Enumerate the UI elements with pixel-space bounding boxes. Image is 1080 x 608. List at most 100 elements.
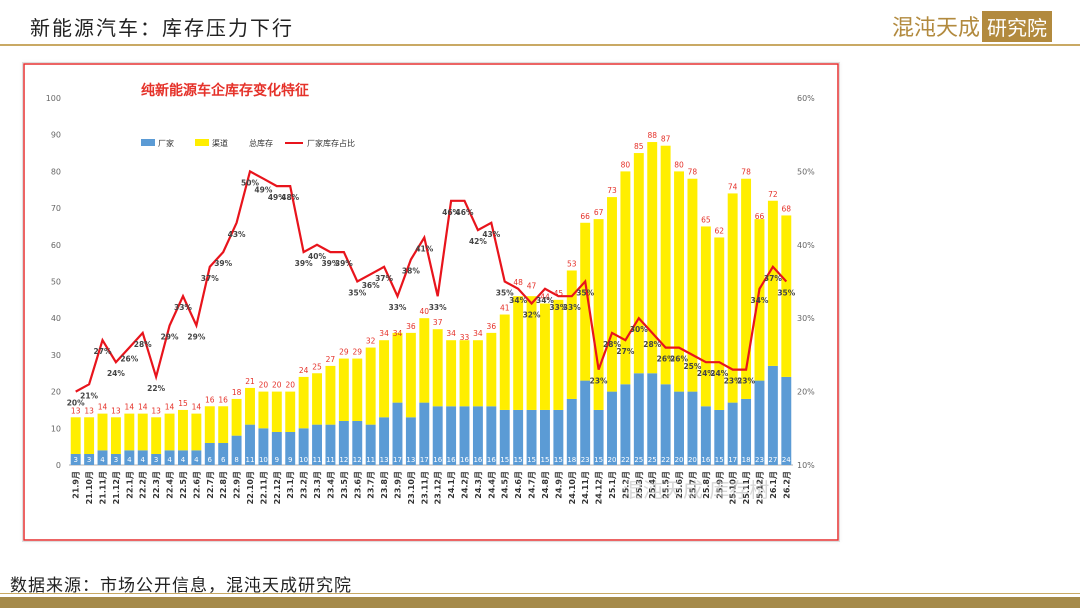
factory-bar (84, 453, 95, 465)
channel-bar (352, 358, 363, 421)
factory-bar (245, 424, 255, 465)
factory-value-label: 3 (154, 456, 158, 464)
total-value-label: 40 (420, 307, 430, 316)
factory-value-label: 12 (339, 456, 348, 464)
factory-value-label: 20 (608, 456, 617, 464)
legend-label: 渠道 (212, 138, 228, 148)
factory-bar (741, 398, 752, 465)
factory-bar (97, 450, 108, 465)
factory-bar (620, 384, 631, 465)
total-value-label: 47 (527, 282, 537, 291)
factory-bar (593, 409, 604, 465)
x-tick-label: 24.12月 (595, 471, 604, 504)
x-tick-label: 26.1月 (769, 471, 778, 499)
ratio-value-label: 37% (201, 274, 219, 283)
channel-bar (379, 340, 390, 418)
x-tick-label: 23.1月 (286, 471, 295, 499)
channel-bar (191, 413, 202, 451)
total-value-label: 87 (661, 135, 671, 144)
channel-bar (459, 340, 470, 407)
y2-tick-label: 30% (797, 314, 815, 323)
ratio-value-label: 49% (254, 186, 272, 195)
channel-bar (700, 226, 711, 407)
factory-value-label: 22 (621, 456, 630, 464)
ratio-value-label: 46% (456, 208, 474, 217)
legend-swatch (141, 139, 155, 146)
channel-bar (754, 219, 765, 381)
channel-bar (620, 171, 631, 385)
factory-value-label: 10 (299, 456, 308, 464)
channel-bar (580, 222, 591, 381)
factory-value-label: 11 (313, 456, 322, 464)
factory-bar (553, 409, 564, 465)
ratio-value-label: 21% (80, 391, 98, 400)
total-value-label: 74 (728, 182, 738, 191)
x-tick-label: 25.6月 (675, 471, 684, 499)
total-value-label: 68 (782, 204, 792, 213)
x-tick-label: 25.11月 (742, 471, 751, 504)
factory-bar (687, 391, 698, 465)
ratio-value-label: 26% (670, 355, 688, 364)
ratio-value-label: 24% (107, 369, 125, 378)
factory-value-label: 15 (541, 456, 550, 464)
x-tick-label: 22.6月 (192, 471, 201, 499)
channel-bar (553, 299, 564, 410)
ratio-value-label: 22% (147, 384, 165, 393)
factory-value-label: 15 (554, 456, 563, 464)
factory-value-label: 23 (755, 456, 764, 464)
channel-bar (607, 197, 617, 392)
ratio-value-label: 35% (777, 289, 795, 298)
ratio-value-label: 40% (308, 252, 326, 261)
channel-bar (151, 417, 162, 454)
total-value-label: 32 (366, 337, 376, 346)
y-tick-label: 10 (51, 424, 61, 433)
x-tick-label: 23.12月 (434, 471, 443, 504)
ratio-value-label: 29% (161, 333, 179, 342)
x-tick-label: 21.9月 (72, 471, 81, 499)
ratio-value-label: 33% (549, 303, 567, 312)
factory-value-label: 22 (661, 456, 670, 464)
ratio-value-label: 29% (187, 333, 205, 342)
factory-bar (178, 450, 188, 465)
x-tick-label: 24.11月 (581, 471, 590, 504)
ratio-value-label: 28% (643, 340, 661, 349)
channel-bar (513, 296, 524, 410)
x-tick-label: 23.6月 (353, 471, 362, 499)
x-tick-label: 23.4月 (326, 471, 335, 499)
factory-bar (472, 406, 483, 465)
factory-bar (392, 402, 403, 465)
channel-bar (298, 376, 309, 429)
factory-bar (231, 435, 242, 465)
factory-bar (271, 431, 282, 465)
factory-value-label: 16 (701, 456, 710, 464)
x-tick-label: 23.3月 (313, 471, 322, 499)
x-tick-label: 23.7月 (367, 471, 376, 499)
channel-bar (97, 413, 108, 451)
factory-bar (700, 406, 711, 465)
x-tick-label: 25.8月 (702, 471, 711, 499)
factory-bar (151, 453, 162, 465)
brand-logo: 混沌天成 研究院 (892, 10, 1052, 42)
x-tick-label: 24.2月 (461, 471, 470, 499)
x-tick-label: 25.7月 (688, 471, 697, 499)
total-value-label: 16 (218, 395, 228, 404)
channel-bar (446, 340, 457, 407)
channel-bar (472, 340, 483, 407)
channel-bar (338, 358, 349, 421)
total-value-label: 36 (487, 322, 497, 331)
factory-bar (419, 402, 430, 465)
ratio-value-label: 23% (724, 377, 742, 386)
x-tick-label: 24.6月 (514, 471, 523, 499)
factory-value-label: 25 (648, 456, 657, 464)
factory-bar (204, 442, 215, 465)
total-value-label: 41 (500, 304, 510, 313)
x-tick-label: 23.5月 (340, 471, 349, 499)
x-tick-label: 22.11月 (259, 471, 268, 504)
total-value-label: 33 (460, 333, 470, 342)
ratio-line (75, 169, 788, 393)
factory-bar (674, 391, 684, 465)
channel-bar (526, 296, 537, 410)
ratio-value-label: 39% (321, 259, 339, 268)
x-tick-label: 24.4月 (487, 471, 496, 499)
total-value-label: 66 (755, 212, 765, 221)
